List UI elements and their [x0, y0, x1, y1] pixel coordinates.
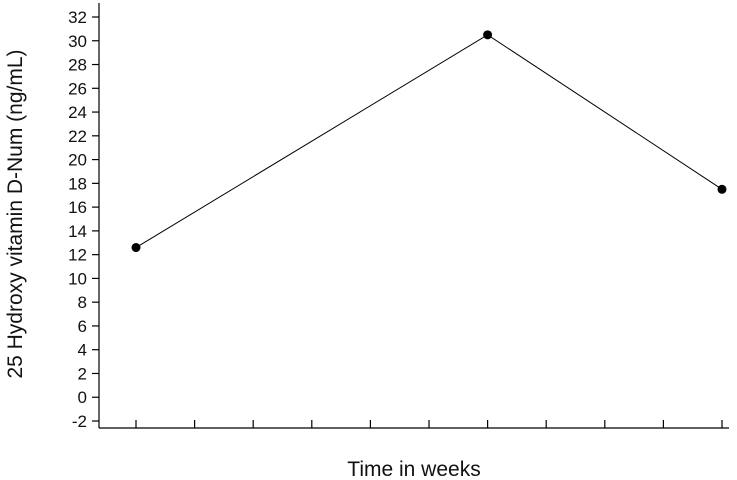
series-layer: [131, 30, 727, 253]
y-axis-title: 25 Hydroxy vitamin D-Num (ng/mL): [4, 49, 27, 378]
y-tick-label: -2: [72, 412, 87, 431]
y-tick-label: 8: [78, 293, 87, 312]
data-point: [483, 30, 493, 40]
x-axis-title: Time in weeks: [347, 458, 480, 480]
data-point: [131, 243, 141, 253]
y-tick-label: 14: [68, 222, 87, 241]
y-tick-label: 22: [68, 127, 87, 146]
y-tick-label: 20: [68, 151, 87, 170]
y-tick-label: 18: [68, 174, 87, 193]
y-tick-label: 32: [68, 8, 87, 27]
y-tick-label: 2: [78, 364, 87, 383]
y-tick-label: 28: [68, 56, 87, 75]
y-tick-label: 30: [68, 32, 87, 51]
y-tick-label: 0: [78, 388, 87, 407]
x-axis-ticks: [135, 420, 723, 428]
y-tick-label: 24: [68, 103, 87, 122]
series-line: [135, 34, 723, 248]
y-tick-label: 12: [68, 246, 87, 265]
y-tick-label: 6: [78, 317, 87, 336]
y-tick-label: 10: [68, 269, 87, 288]
data-point: [717, 184, 727, 194]
y-tick-label: 16: [68, 198, 87, 217]
y-tick-label: 26: [68, 79, 87, 98]
y-tick-label: 4: [78, 341, 87, 360]
